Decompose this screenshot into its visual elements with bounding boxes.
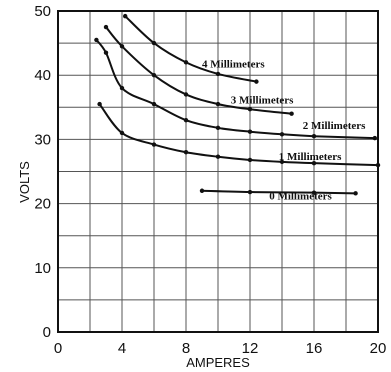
data-point	[199, 188, 205, 193]
series-label: 4 Millimeters	[202, 58, 265, 70]
y-tick-label: 20	[34, 196, 51, 213]
data-point	[215, 154, 221, 159]
data-point	[183, 117, 189, 123]
data-point	[311, 190, 317, 195]
data-point	[97, 101, 102, 107]
series-label: 1 Millimeters	[279, 151, 342, 163]
data-point	[151, 101, 157, 107]
data-point	[372, 135, 377, 141]
data-point	[215, 125, 221, 131]
series-line	[201, 189, 356, 195]
data-point	[247, 189, 253, 195]
data-point	[311, 160, 317, 166]
plot-frame	[57, 10, 379, 333]
y-tick-label: 10	[34, 260, 51, 277]
data-point	[183, 92, 189, 97]
x-tick-label: 20	[370, 340, 387, 357]
data-point	[289, 111, 294, 116]
x-tick-label: 8	[182, 340, 190, 357]
data-point	[123, 13, 128, 19]
data-point	[183, 60, 189, 65]
x-axis-title: AMPERES	[186, 355, 250, 370]
data-point	[103, 50, 109, 55]
data-point	[119, 85, 125, 91]
y-tick-label: 50	[34, 3, 51, 20]
data-point	[151, 142, 157, 147]
y-tick-label: 40	[34, 67, 51, 84]
data-point	[353, 191, 358, 196]
y-tick-label: 0	[43, 324, 51, 341]
data-point	[119, 44, 125, 49]
data-point	[279, 132, 285, 137]
data-point	[311, 133, 317, 139]
data-point	[247, 107, 253, 112]
data-point	[151, 73, 157, 78]
x-tick-label: 4	[118, 340, 126, 357]
data-point	[247, 157, 253, 163]
data-point	[247, 129, 253, 134]
data-point	[215, 101, 221, 107]
data-point	[254, 79, 259, 84]
data-point	[94, 37, 99, 43]
tick-labels: 0 4 8 12 16 20 0 10 20 30 40 50	[34, 3, 386, 357]
data-point	[119, 130, 125, 136]
series-labels: 4 Millimeters 3 Millimeters 2 Millimeters 1…	[202, 58, 366, 202]
series-line	[95, 39, 375, 140]
series-label: 2 Millimeters	[303, 120, 366, 132]
data-point	[103, 24, 109, 30]
data-point	[183, 150, 189, 155]
series-line	[124, 15, 257, 83]
data-point	[151, 40, 157, 46]
data-point	[279, 159, 285, 165]
data-point	[215, 71, 221, 77]
x-tick-label: 16	[306, 340, 323, 357]
data-point	[375, 162, 381, 168]
x-tick-label: 0	[54, 340, 62, 357]
chart-axes	[57, 10, 379, 333]
x-tick-label: 12	[242, 340, 259, 357]
series-label: 3 Millimeters	[231, 94, 294, 106]
y-axis-title: VOLTS	[17, 161, 32, 203]
series-label: 0 Millimeters	[269, 191, 332, 203]
series-points	[94, 13, 381, 196]
y-tick-label: 30	[34, 131, 51, 148]
